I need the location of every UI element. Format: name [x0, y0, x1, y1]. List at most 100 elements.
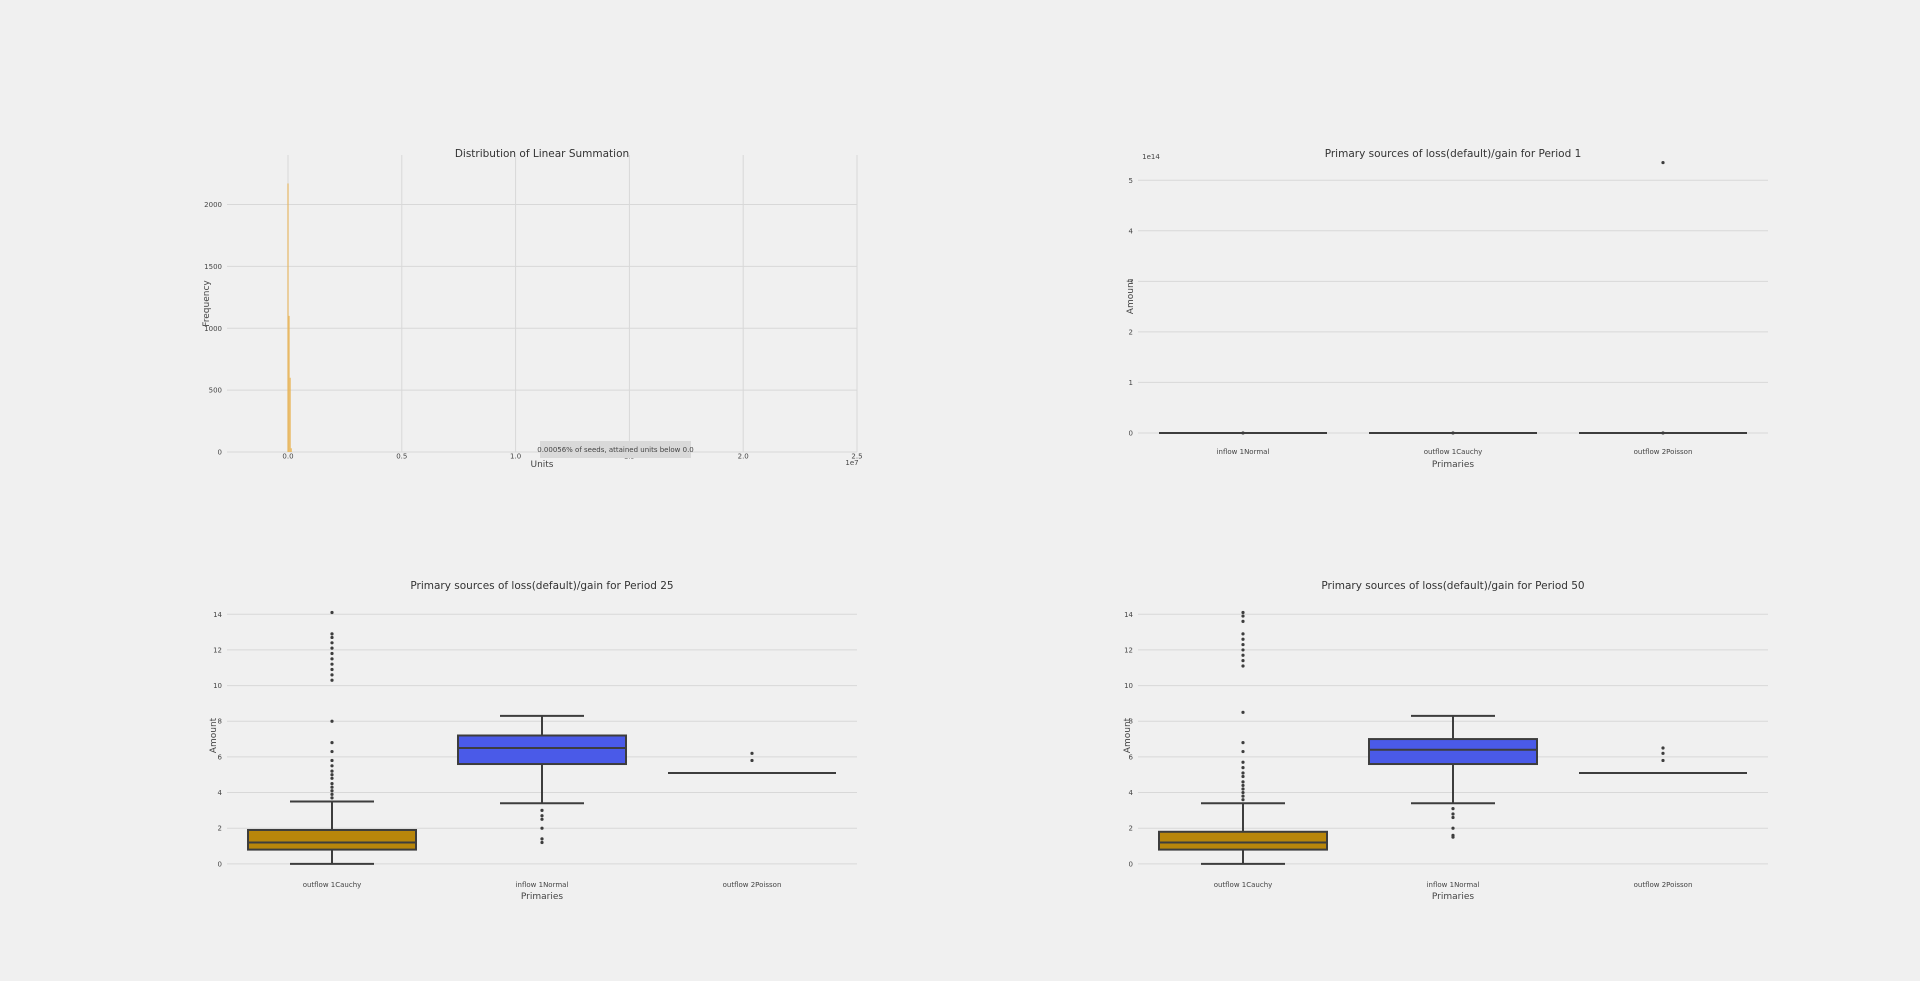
outlier-point [1451, 835, 1455, 839]
outlier-point [1241, 431, 1245, 435]
box-3: outflow 2Poisson [1579, 746, 1747, 889]
outlier-point [330, 776, 334, 780]
x-tick-label: outflow 2Poisson [723, 881, 782, 889]
outlier-point [330, 749, 334, 754]
x-tick-label: 2.0 [738, 453, 749, 461]
box-body [247, 828, 417, 851]
outlier-point [330, 641, 334, 645]
y-tick-label: 8 [1129, 718, 1133, 726]
y-tick-label: 8 [218, 718, 222, 726]
outlier-point [1241, 798, 1245, 802]
outlier-point [330, 662, 334, 666]
box-3: outflow 2Poisson [1579, 160, 1747, 456]
y-offset-label: 1e14 [1142, 153, 1160, 161]
box-2: outflow 1Cauchy [1369, 431, 1537, 456]
y-tick-label: 4 [1129, 789, 1134, 797]
box-1: outflow 1Cauchy [247, 610, 417, 889]
y-tick-label: 3 [1129, 278, 1133, 286]
outlier-point [1241, 771, 1245, 775]
x-axis-label: Primaries [521, 892, 563, 902]
x-tick-label: outflow 1Cauchy [303, 881, 362, 889]
box-body [1158, 830, 1328, 851]
outlier-point [1241, 741, 1245, 745]
x-tick-label: inflow 1Normal [1427, 881, 1480, 889]
outlier-point [330, 678, 334, 682]
x-tick-label: inflow 1Normal [1217, 448, 1270, 456]
outlier-point [1241, 760, 1245, 764]
outlier-point [540, 814, 544, 818]
y-tick-label: 500 [209, 387, 222, 395]
outlier-point [330, 782, 334, 786]
histogram-bar [290, 448, 292, 452]
y-tick-label: 5 [1129, 177, 1133, 185]
y-tick-label: 1000 [204, 325, 222, 333]
outlier-point [330, 796, 334, 800]
outlier-point [540, 817, 544, 821]
y-tick-label: 1500 [204, 263, 222, 271]
outlier-point [540, 840, 544, 845]
y-axis-label: Frequency [202, 280, 212, 327]
y-tick-label: 4 [1129, 227, 1134, 235]
outlier-point [1241, 659, 1245, 663]
x-tick-label: outflow 2Poisson [1634, 881, 1693, 889]
chart-title: Primary sources of loss(default)/gain fo… [410, 580, 673, 592]
outlier-point [330, 758, 334, 763]
outlier-point [330, 657, 334, 661]
outlier-point [1241, 787, 1245, 791]
outlier-point [330, 792, 334, 796]
chart-panel-2: Primary sources of loss(default)/gain fo… [1126, 148, 1768, 470]
box-2: inflow 1Normal [1368, 714, 1538, 889]
outlier-point [1241, 648, 1245, 652]
outlier-point [1451, 812, 1455, 816]
annotation: 0.00056% of seeds, attained units below … [537, 441, 694, 458]
outlier-point [540, 826, 544, 830]
outlier-point [540, 808, 544, 812]
annotation-text: 0.00056% of seeds, attained units below … [537, 446, 694, 454]
y-tick-label: 2 [218, 825, 222, 833]
outlier-point [1241, 637, 1245, 641]
outlier-point [1241, 780, 1245, 784]
outlier-point [1241, 664, 1245, 668]
outlier-point [1241, 619, 1245, 623]
outlier-point [330, 789, 334, 793]
outlier-point [1451, 806, 1455, 811]
y-axis-label: Amount [1123, 717, 1133, 753]
outlier-point [1661, 758, 1665, 763]
chart-panel-4: Primary sources of loss(default)/gain fo… [1123, 580, 1768, 902]
outlier-point [330, 764, 334, 768]
outlier-point [1661, 431, 1665, 435]
outlier-point [1241, 774, 1245, 779]
outlier-point [330, 651, 334, 656]
y-tick-label: 6 [1129, 753, 1134, 761]
y-axis-label: Amount [1126, 278, 1136, 314]
x-tick-label: outflow 2Poisson [1634, 448, 1693, 456]
outlier-point [1661, 746, 1665, 750]
chart-title: Distribution of Linear Summation [455, 148, 629, 160]
outlier-point [330, 610, 334, 615]
x-tick-label: outflow 1Cauchy [1214, 881, 1273, 889]
y-tick-label: 4 [218, 789, 223, 797]
histogram-bar [288, 315, 290, 452]
y-tick-label: 1 [1129, 379, 1133, 387]
box-3: outflow 2Poisson [668, 751, 836, 889]
outlier-point [1241, 790, 1245, 795]
outlier-point [330, 667, 334, 672]
y-tick-label: 6 [218, 753, 223, 761]
outlier-point [1241, 765, 1245, 770]
x-tick-label: 1.0 [510, 453, 521, 461]
outlier-point [1241, 632, 1245, 636]
outlier-point [330, 719, 334, 723]
histogram-bar [289, 377, 291, 452]
outlier-point [1451, 431, 1455, 435]
outlier-point [1451, 815, 1455, 820]
x-tick-label: inflow 1Normal [516, 881, 569, 889]
outlier-point [1241, 642, 1245, 647]
annotation-box [540, 441, 691, 458]
outlier-point [1661, 751, 1665, 755]
outlier-point [1241, 610, 1245, 615]
outlier-point [1661, 160, 1665, 165]
outlier-point [330, 646, 334, 650]
x-tick-label: 0.0 [282, 453, 293, 461]
